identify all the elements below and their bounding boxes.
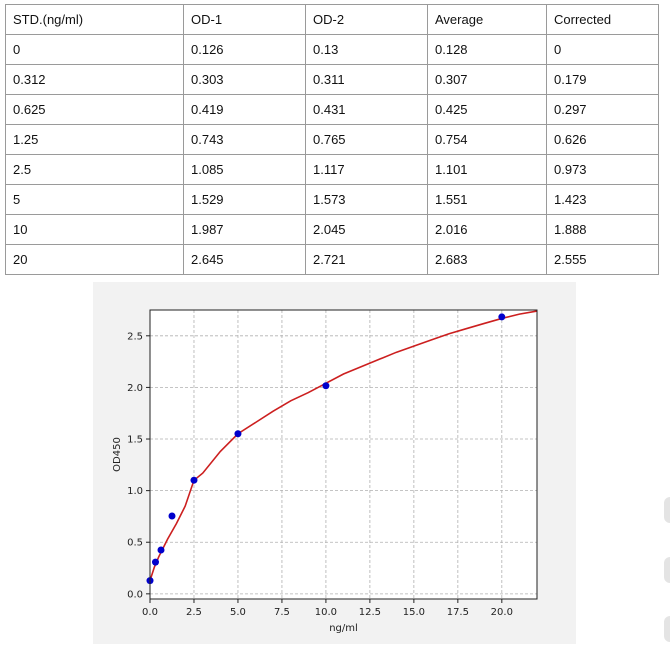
table-cell: 0.179 xyxy=(546,64,659,95)
table-cell: 2.555 xyxy=(546,244,659,275)
table-cell: 1.529 xyxy=(183,184,306,215)
y-tick-label: 2.0 xyxy=(127,383,143,394)
table-cell: 20 xyxy=(5,244,184,275)
table-cell: 0.312 xyxy=(5,64,184,95)
header-average: Average xyxy=(427,4,547,35)
table-row: 0.625 0.419 0.431 0.425 0.297 xyxy=(5,94,659,125)
x-tick-label: 17.5 xyxy=(447,607,469,618)
standard-table: STD.(ng/ml) OD-1 OD-2 Average Corrected … xyxy=(5,4,659,275)
table-cell: 1.888 xyxy=(546,214,659,245)
x-tick-label: 15.0 xyxy=(403,607,425,618)
data-point xyxy=(157,546,165,554)
table-cell: 0.311 xyxy=(305,64,428,95)
table-cell: 0 xyxy=(546,34,659,65)
table-header-row: STD.(ng/ml) OD-1 OD-2 Average Corrected xyxy=(5,4,659,35)
x-tick-label: 2.5 xyxy=(186,607,202,618)
table-cell: 0.743 xyxy=(183,124,306,155)
y-tick-label: 0.5 xyxy=(127,538,143,549)
header-od1: OD-1 xyxy=(183,4,306,35)
table-body: 0 0.126 0.13 0.128 0 0.312 0.303 0.311 0.307 0.17… xyxy=(5,34,659,275)
table-cell: 1.117 xyxy=(305,154,428,185)
table-cell: 0.303 xyxy=(183,64,306,95)
table-cell: 0.419 xyxy=(183,94,306,125)
table-cell: 2.5 xyxy=(5,154,184,185)
table-row: 5 1.529 1.573 1.551 1.423 xyxy=(5,184,659,215)
x-tick-label: 5.0 xyxy=(230,607,246,618)
table-cell: 1.25 xyxy=(5,124,184,155)
plot-area xyxy=(150,310,537,599)
table-cell: 1.423 xyxy=(546,184,659,215)
table-cell: 1.085 xyxy=(183,154,306,185)
table-cell: 0 xyxy=(5,34,184,65)
header-corrected: Corrected xyxy=(546,4,659,35)
data-point xyxy=(234,430,242,438)
table-row: 2.5 1.085 1.117 1.101 0.973 xyxy=(5,154,659,185)
table-cell: 0.754 xyxy=(427,124,547,155)
table-cell: 1.987 xyxy=(183,214,306,245)
table-cell: 10 xyxy=(5,214,184,245)
x-tick-label: 7.5 xyxy=(274,607,290,618)
standard-curve-chart: 0.0 2.5 5.0 7.5 10.0 12.5 15.0 17.5 20.0 0.0 0.5 1.… xyxy=(112,309,538,634)
table-cell: 0.431 xyxy=(305,94,428,125)
table-cell: 0.425 xyxy=(427,94,547,125)
table-cell: 0.128 xyxy=(427,34,547,65)
table-cell: 0.297 xyxy=(546,94,659,125)
x-tick-label: 10.0 xyxy=(315,607,337,618)
table-cell: 5 xyxy=(5,184,184,215)
x-tick-label: 12.5 xyxy=(359,607,381,618)
table-cell: 0.13 xyxy=(305,34,428,65)
data-point xyxy=(168,512,176,520)
data-point xyxy=(151,558,159,566)
table-row: 20 2.645 2.721 2.683 2.555 xyxy=(5,244,659,275)
fit-curve xyxy=(149,310,538,581)
edge-decoration xyxy=(664,497,670,523)
x-tick-label: 20.0 xyxy=(491,607,513,618)
grid-lines xyxy=(149,310,537,599)
x-axis-label: ng/ml xyxy=(329,623,358,634)
table-cell: 0.973 xyxy=(546,154,659,185)
table-cell: 0.626 xyxy=(546,124,659,155)
data-point xyxy=(322,382,330,390)
table-cell: 2.045 xyxy=(305,214,428,245)
table-cell: 1.101 xyxy=(427,154,547,185)
fit-curve-layer xyxy=(149,310,538,581)
edge-decoration xyxy=(664,616,670,642)
table-cell: 0.126 xyxy=(183,34,306,65)
table-row: 0.312 0.303 0.311 0.307 0.179 xyxy=(5,64,659,95)
plot-frame xyxy=(149,309,538,600)
table-cell: 2.721 xyxy=(305,244,428,275)
y-tick-label: 1.0 xyxy=(127,486,143,497)
table-cell: 2.645 xyxy=(183,244,306,275)
table-cell: 0.765 xyxy=(305,124,428,155)
table-row: 0 0.126 0.13 0.128 0 xyxy=(5,34,659,65)
table-cell: 0.625 xyxy=(5,94,184,125)
y-tick-label: 1.5 xyxy=(127,435,143,446)
data-point xyxy=(190,476,198,484)
table-cell: 1.573 xyxy=(305,184,428,215)
table-cell: 1.551 xyxy=(427,184,547,215)
table-row: 1.25 0.743 0.765 0.754 0.626 xyxy=(5,124,659,155)
table-cell: 0.307 xyxy=(427,64,547,95)
header-std: STD.(ng/ml) xyxy=(5,4,184,35)
edge-decoration xyxy=(664,557,670,583)
x-tick-label: 0.0 xyxy=(142,607,158,618)
y-axis-label: OD450 xyxy=(112,437,123,472)
y-tick-label: 2.5 xyxy=(127,331,143,342)
table-row: 10 1.987 2.045 2.016 1.888 xyxy=(5,214,659,245)
header-od2: OD-2 xyxy=(305,4,428,35)
y-tick-label: 0.0 xyxy=(127,589,143,600)
data-point xyxy=(498,313,506,321)
standard-curve-panel: 0.0 2.5 5.0 7.5 10.0 12.5 15.0 17.5 20.0 0.0 0.5 1.… xyxy=(93,282,576,644)
table-cell: 2.683 xyxy=(427,244,547,275)
axis-ticks: 0.0 2.5 5.0 7.5 10.0 12.5 15.0 17.5 20.0 0.0 0.5 1.… xyxy=(127,331,513,618)
table-cell: 2.016 xyxy=(427,214,547,245)
